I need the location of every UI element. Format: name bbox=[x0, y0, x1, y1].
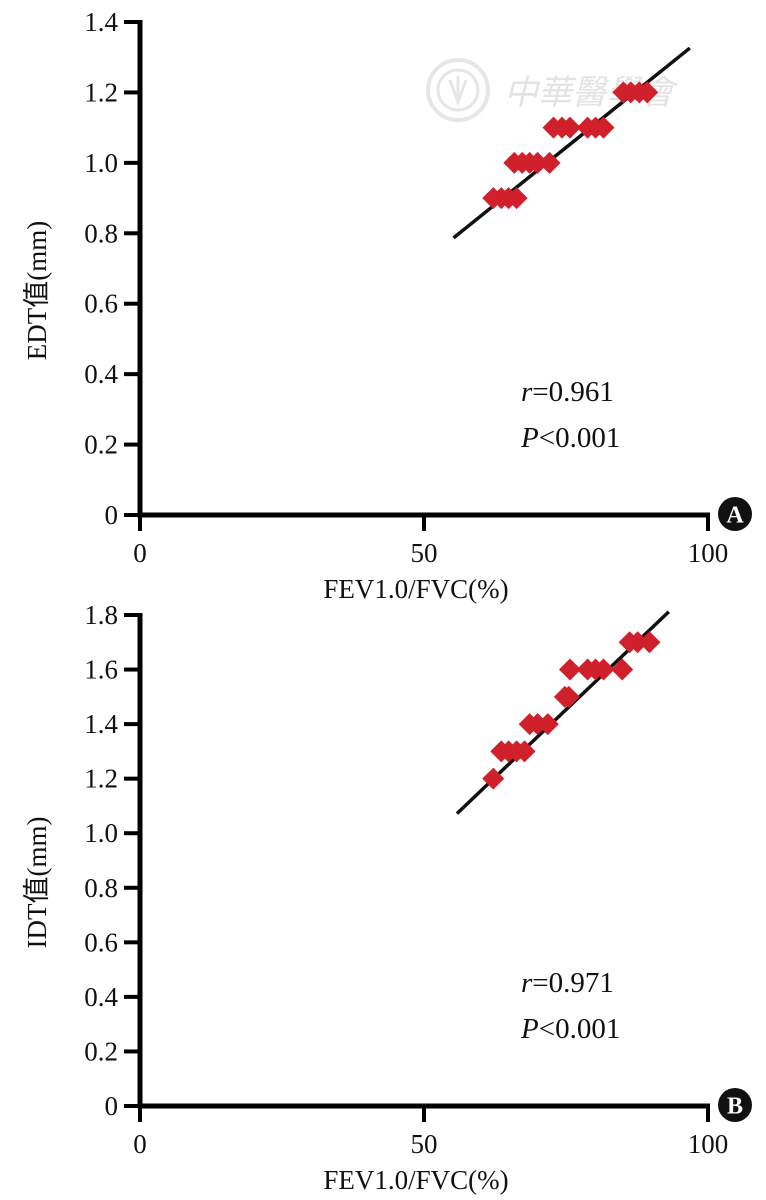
chart-a-y-tick-label: 1.0 bbox=[84, 148, 118, 178]
chart-a-y-tick-label: 1.2 bbox=[84, 77, 118, 107]
chart-a-p-symbol: P bbox=[520, 422, 539, 454]
chart-a-p-number: <0.001 bbox=[539, 422, 621, 454]
chart-b-y-axis-title: IDT值(mm) bbox=[22, 817, 52, 949]
chart-a-data-point bbox=[538, 151, 561, 174]
chart-a-y-tick-label: 1.4 bbox=[84, 7, 118, 37]
chart-b-data-point bbox=[557, 685, 580, 708]
chart-a-y-tick-label: 0 bbox=[105, 500, 119, 530]
chart-b-data-point bbox=[558, 658, 581, 681]
chart-b-data-point bbox=[592, 658, 615, 681]
chart-b-x-tick-label: 100 bbox=[688, 1129, 729, 1159]
chart-b-r-number: =0.971 bbox=[532, 967, 614, 999]
chart-a-y-tick-label: 0.8 bbox=[84, 218, 118, 248]
chart-b-data-point bbox=[611, 658, 634, 681]
chart-b-x-tick-label: 0 bbox=[133, 1129, 147, 1159]
chart-a-y-axis-title: EDT值(mm) bbox=[22, 221, 52, 360]
chart-a-y-tick-label: 0.4 bbox=[84, 359, 118, 389]
chart-b-panel-badge bbox=[718, 1088, 752, 1122]
chart-a-data-point bbox=[505, 187, 528, 210]
chart-b-y-tick-label: 1.6 bbox=[84, 655, 118, 685]
chart-b-p-value: P<0.001 bbox=[520, 1013, 620, 1045]
chart-b-data-point bbox=[638, 631, 661, 654]
chart-b-y-tick-label: 0.2 bbox=[84, 1036, 118, 1066]
chart-b-p-symbol: P bbox=[520, 1013, 539, 1045]
chart-b-r-symbol: r bbox=[521, 967, 533, 999]
chart-b-data-point bbox=[513, 740, 536, 763]
chart-b-x-tick-label: 50 bbox=[411, 1129, 438, 1159]
chart-b-data-point bbox=[482, 767, 505, 790]
chart-b-y-tick-label: 1.0 bbox=[84, 818, 118, 848]
chart-b-r-value: r=0.971 bbox=[521, 967, 614, 999]
chart-b-panel-letter: B bbox=[727, 1094, 743, 1120]
chart-b-y-tick-label: 0.8 bbox=[84, 873, 118, 903]
chart-a-panel-badge bbox=[718, 497, 752, 531]
chart-b-y-tick-label: 0.4 bbox=[84, 982, 118, 1012]
chart-a-data-point bbox=[592, 116, 615, 139]
chart-a-r-number: =0.961 bbox=[532, 376, 614, 408]
chart-b: 0 0.2 0.4 0.6 0.8 1.0 1.2 1.4 1.6 1.8 0 50 100 FEV1.0… bbox=[22, 600, 752, 1195]
chart-a-x-tick-label: 50 bbox=[411, 538, 438, 568]
chart-a-y-tick-label: 0.2 bbox=[84, 430, 118, 460]
chart-b-y-tick-label: 1.2 bbox=[84, 764, 118, 794]
chart-a-data-point bbox=[526, 151, 549, 174]
chart-b-y-tick-label: 0.6 bbox=[84, 927, 118, 957]
chart-a-p-value: P<0.001 bbox=[520, 422, 620, 454]
chart-b-y-tick-label: 0 bbox=[105, 1091, 119, 1121]
chart-a-x-axis-title: FEV1.0/FVC(%) bbox=[323, 574, 508, 604]
chart-a-r-symbol: r bbox=[521, 376, 533, 408]
seal-icon bbox=[426, 58, 490, 122]
chart-a-y-tick-label: 0.6 bbox=[84, 289, 118, 319]
chart-a-data-point bbox=[558, 116, 581, 139]
chart-b-data-point bbox=[626, 631, 649, 654]
chart-b-x-axis-title: FEV1.0/FVC(%) bbox=[323, 1165, 508, 1195]
chart-a: 0 0.2 0.4 0.6 0.8 1.0 1.2 1.4 0 50 100 FEV1.0/FVC(%… bbox=[22, 7, 752, 604]
chart-a-r-value: r=0.961 bbox=[521, 376, 614, 408]
chart-a-x-tick-label: 100 bbox=[688, 538, 729, 568]
chart-b-y-tick-label: 1.4 bbox=[84, 709, 118, 739]
chart-a-panel-letter: A bbox=[726, 503, 744, 529]
chart-b-p-number: <0.001 bbox=[539, 1013, 621, 1045]
chart-a-data-point bbox=[636, 81, 659, 104]
chart-a-x-tick-label: 0 bbox=[133, 538, 147, 568]
chart-b-y-tick-label: 1.8 bbox=[84, 600, 118, 630]
chart-b-data-point bbox=[536, 713, 559, 736]
